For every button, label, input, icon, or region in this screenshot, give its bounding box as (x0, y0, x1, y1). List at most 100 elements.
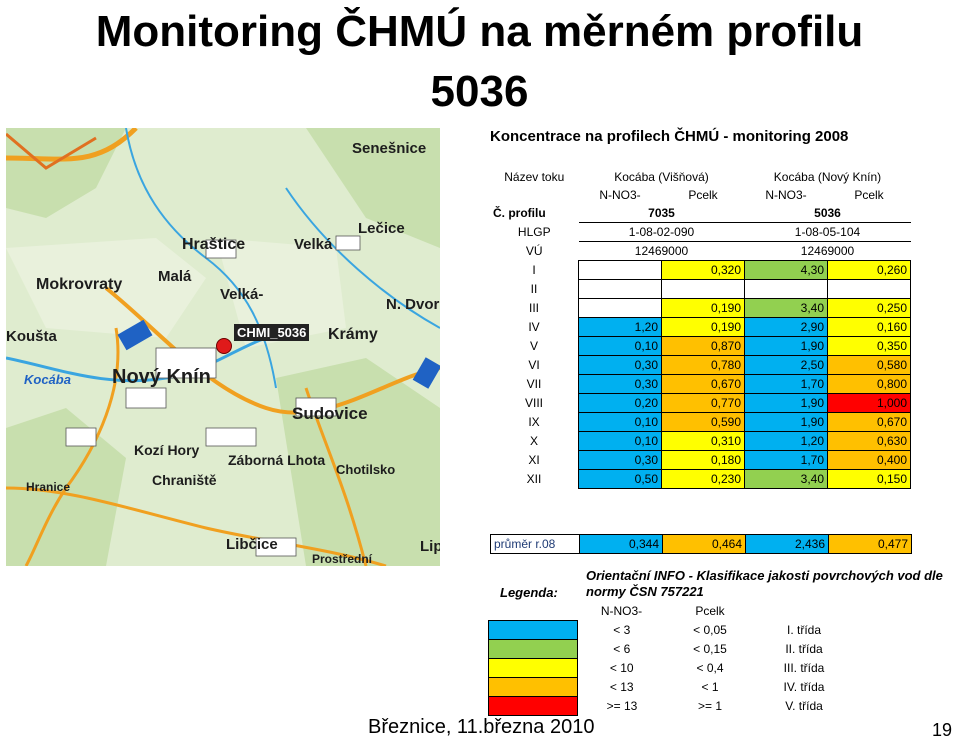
value-cell: 3,40 (744, 298, 828, 318)
month-label: XI (528, 453, 540, 467)
station-label: CHMI_5036 (234, 324, 310, 341)
legend-class: IV. třída (783, 680, 825, 694)
table-row: XI 0,30 0,180 1,70 0,400 (490, 450, 911, 470)
value-cell: 0,180 (661, 450, 745, 470)
value-cell (578, 279, 662, 299)
value-cell: 3,40 (744, 469, 828, 489)
value-cell: 4,30 (744, 260, 828, 280)
value-cell: 0,190 (661, 317, 745, 337)
map-place-label: Lip (420, 538, 440, 555)
month-label: VI (528, 358, 540, 372)
river-name: Kocába (Nový Knín) (773, 170, 882, 184)
map-place-label: Hraštice (182, 236, 246, 253)
table-row: IV 1,20 0,190 2,90 0,160 (490, 317, 911, 337)
value-cell: 0,670 (827, 412, 911, 432)
value-cell: 0,30 (578, 450, 662, 470)
hlgp-value: 1-08-02-090 (578, 222, 745, 242)
legend-threshold: < 3 (613, 623, 631, 637)
hlgp-label: HLGP (517, 225, 551, 239)
value-cell: 0,150 (827, 469, 911, 489)
column-header: Pcelk (688, 188, 718, 202)
map-place-label: Prostřední (312, 552, 373, 566)
value-cell: 0,50 (578, 469, 662, 489)
value-cell (661, 279, 745, 299)
slide-title: Monitoring ČHMÚ na měrném profilu (95, 7, 864, 56)
map-image: Senešnice Hraštice Velká Lečice Mokrovra… (6, 128, 440, 566)
value-cell: 0,30 (578, 374, 662, 394)
value-cell: 0,250 (827, 298, 911, 318)
map-place-label: Mokrovraty (36, 276, 123, 293)
vu-label: VÚ (525, 244, 543, 258)
legend-label: Legenda: (500, 585, 558, 600)
column-header: N-NO3- (599, 188, 641, 202)
value-cell: 0,10 (578, 431, 662, 451)
table-row: XII 0,50 0,230 3,40 0,150 (490, 469, 911, 489)
map-place-label: Lečice (358, 220, 405, 237)
value-cell: 0,590 (661, 412, 745, 432)
legend-row: < 10 < 0,4 III. třída (488, 658, 855, 678)
table-row: Název toku Kocába (Višňová) Kocába (Nový… (490, 168, 911, 186)
table-row: II (490, 279, 911, 299)
map-place-label: Libčice (226, 536, 278, 553)
table-row: N-NO3- Pcelk N-NO3- Pcelk (490, 186, 911, 204)
value-cell: 1,90 (744, 336, 828, 356)
month-label: III (528, 301, 539, 315)
month-label: II (530, 282, 538, 296)
value-cell: 0,30 (578, 355, 662, 375)
table-row: X 0,10 0,310 1,20 0,630 (490, 431, 911, 451)
value-cell: 0,320 (661, 260, 745, 280)
table-row: HLGP 1-08-02-090 1-08-05-104 (490, 222, 911, 242)
page-number: 19 (932, 720, 953, 740)
map-drawing (6, 128, 440, 566)
legend-table: N-NO3- Pcelk < 3 < 0,05 I. třída < 6 < 0,15 I… (488, 602, 855, 716)
value-cell: 1,20 (744, 431, 828, 451)
avg-cell: 0,477 (828, 534, 912, 554)
legend-class: V. třída (785, 699, 823, 713)
legend-swatch (488, 658, 578, 678)
map-place-label: Velká (294, 236, 333, 253)
map-place-label: Chotilsko (336, 462, 396, 477)
value-cell: 1,000 (827, 393, 911, 413)
legend-threshold: < 0,05 (693, 623, 727, 637)
value-cell: 0,580 (827, 355, 911, 375)
month-label: IX (528, 415, 540, 429)
legend-swatch (488, 639, 578, 659)
legend-threshold: < 0,15 (693, 642, 727, 656)
average-label: průměr r.08 (490, 534, 580, 554)
value-cell: 0,20 (578, 393, 662, 413)
map-place-label: Sudovice (292, 404, 368, 423)
table-row: IX 0,10 0,590 1,90 0,670 (490, 412, 911, 432)
map-place-label: N. Dvor (386, 296, 440, 313)
map-place-label: Senešnice (352, 140, 427, 157)
river-label: Název toku (504, 170, 565, 184)
value-cell (827, 279, 911, 299)
station-marker-icon (216, 338, 232, 354)
avg-cell: 0,344 (579, 534, 663, 554)
vu-value: 12469000 (578, 241, 745, 261)
value-cell: 0,10 (578, 336, 662, 356)
table-row: VII 0,30 0,670 1,70 0,800 (490, 374, 911, 394)
profile-label: Č. profilu (493, 206, 546, 221)
value-cell: 0,350 (827, 336, 911, 356)
legend-class: II. třída (785, 642, 823, 656)
value-cell: 1,90 (744, 393, 828, 413)
profile-number: 7035 (578, 204, 745, 223)
map-place-label: Chraniště (152, 472, 217, 488)
value-cell: 1,70 (744, 374, 828, 394)
table-row: V 0,10 0,870 1,90 0,350 (490, 336, 911, 356)
legend-swatch (488, 696, 578, 716)
value-cell: 0,310 (661, 431, 745, 451)
legend-row: < 3 < 0,05 I. třída (488, 620, 855, 640)
value-cell: 0,770 (661, 393, 745, 413)
month-label: I (532, 263, 536, 277)
map-river-label: Kocába (24, 372, 71, 387)
column-header: Pcelk (854, 188, 884, 202)
legend-threshold: < 10 (609, 661, 634, 675)
map-place-label: Koušta (6, 328, 57, 345)
value-cell: 0,160 (827, 317, 911, 337)
map-place-label: Nový Knín (112, 366, 211, 388)
month-label: V (529, 339, 538, 353)
avg-cell: 0,464 (662, 534, 746, 554)
concentration-table: Název toku Kocába (Višňová) Kocába (Nový… (490, 168, 911, 489)
value-cell (578, 298, 662, 318)
